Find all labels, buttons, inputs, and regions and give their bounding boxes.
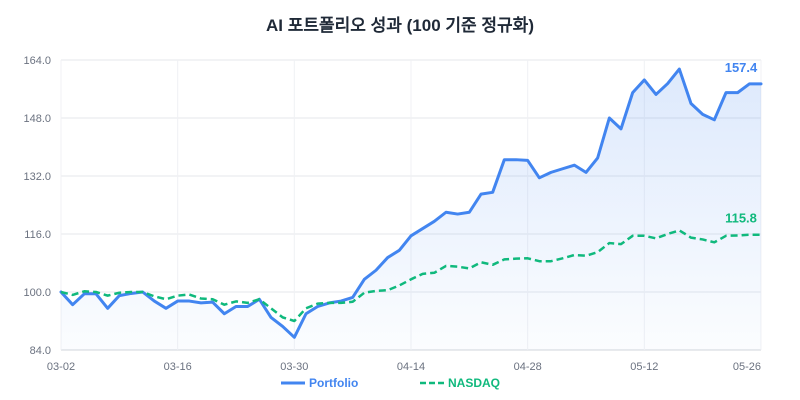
series-line-nasdaq xyxy=(60,229,761,323)
y-tick-label: 84.0 xyxy=(30,345,51,357)
y-tick-label: 116.0 xyxy=(24,229,51,241)
series-area-portfolio xyxy=(61,69,761,350)
legend-item-nasdaq: NASDAQ xyxy=(420,376,500,390)
x-tick-label: 04-28 xyxy=(514,361,542,373)
y-tick-label: 164.0 xyxy=(23,55,51,67)
x-tick-label: 03-02 xyxy=(47,361,75,373)
y-tick-label: 132.0 xyxy=(23,171,51,183)
x-tick-label: 03-30 xyxy=(280,361,308,373)
end-label-portfolio: 157.4 xyxy=(725,60,758,75)
y-tick-label: 100.0 xyxy=(23,287,51,299)
y-tick-label: 148.0 xyxy=(23,113,51,125)
end-labels: 157.4 115.8 xyxy=(725,60,758,226)
x-tick-label: 05-12 xyxy=(630,361,658,373)
x-tick-label: 04-14 xyxy=(397,361,425,373)
y-axis-ticks: 84.0 100.0 116.0 132.0 148.0 164.0 xyxy=(23,55,51,357)
x-axis-ticks: 03-02 03-16 03-30 04-14 04-28 05-12 05-26 xyxy=(47,361,761,373)
chart-title: AI 포트폴리오 성과 (100 기준 정규화) xyxy=(266,16,534,35)
area-fill-layer xyxy=(61,69,761,350)
x-tick-label: 05-26 xyxy=(733,361,761,373)
legend-item-portfolio: Portfolio xyxy=(281,376,358,390)
legend: Portfolio NASDAQ xyxy=(281,376,500,390)
legend-label: Portfolio xyxy=(309,376,358,390)
end-label-nasdaq: 115.8 xyxy=(725,211,757,226)
x-tick-label: 03-16 xyxy=(164,361,192,373)
series-layer xyxy=(59,67,763,339)
legend-label: NASDAQ xyxy=(448,376,500,390)
series-line-portfolio xyxy=(59,67,763,339)
